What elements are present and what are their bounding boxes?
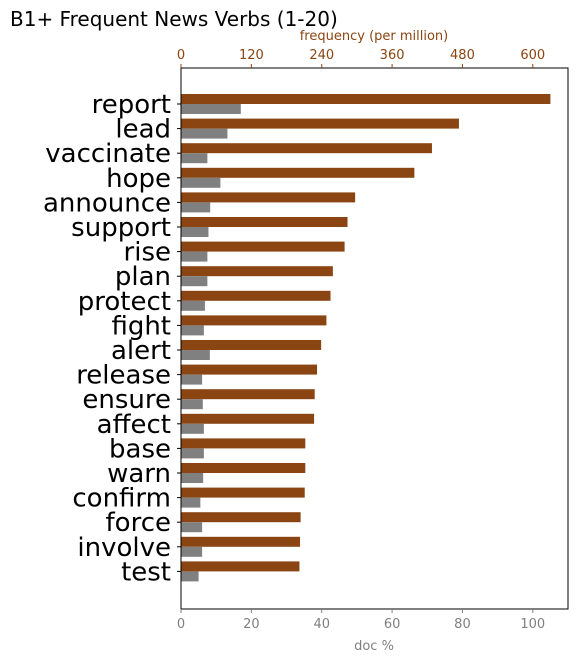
bar-frequency-affect: [181, 413, 315, 424]
x2-tick-label-360: 360: [380, 48, 405, 63]
category-label-plan: plan: [115, 262, 171, 292]
chart-title: B1+ Frequent News Verbs (1-20): [10, 7, 338, 31]
bar-frequency-warn: [181, 463, 306, 473]
category-label-base: base: [109, 434, 171, 464]
x2-tick-label-600: 600: [520, 48, 545, 63]
bottom-axis-label: doc %: [354, 639, 394, 654]
bar-doc-percent-base: [181, 448, 204, 459]
bar-frequency-confirm: [181, 487, 305, 498]
bar-frequency-fight: [181, 315, 327, 326]
x-tick-label-0: 0: [177, 617, 185, 632]
bar-doc-percent-ensure: [181, 399, 203, 410]
category-label-hope: hope: [106, 164, 171, 194]
x-tick-label-20: 20: [243, 617, 260, 632]
bar-frequency-rise: [181, 241, 345, 252]
top-axis-label: frequency (per million): [300, 29, 449, 44]
category-label-rise: rise: [124, 238, 171, 268]
category-label-fight: fight: [111, 311, 171, 341]
x-tick-label-60: 60: [384, 617, 401, 632]
bar-doc-percent-test: [181, 571, 199, 582]
bar-frequency-report: [181, 94, 551, 104]
plot-frame: [180, 67, 569, 610]
category-label-force: force: [106, 508, 171, 538]
bar-frequency-ensure: [181, 389, 315, 400]
category-label-report: report: [92, 90, 171, 120]
bar-doc-percent-force: [181, 522, 203, 533]
bar-doc-percent-lead: [181, 128, 228, 139]
x-tick-label-80: 80: [454, 617, 471, 632]
x2-tick-label-480: 480: [450, 48, 475, 63]
bar-doc-percent-fight: [181, 325, 204, 336]
bar-doc-percent-release: [181, 374, 203, 385]
bar-frequency-plan: [181, 266, 333, 277]
category-label-vaccinate: vaccinate: [45, 139, 171, 169]
bar-frequency-alert: [181, 340, 322, 350]
category-label-confirm: confirm: [72, 484, 171, 514]
bar-doc-percent-rise: [181, 251, 208, 262]
bar-doc-percent-support: [181, 227, 209, 237]
bar-doc-percent-protect: [181, 300, 205, 311]
bar-frequency-test: [181, 561, 300, 572]
bar-doc-percent-confirm: [181, 497, 201, 508]
x2-tick-label-0: 0: [177, 48, 185, 63]
bar-doc-percent-report: [181, 104, 241, 114]
category-label-affect: affect: [97, 410, 171, 440]
bar-frequency-release: [181, 364, 318, 375]
category-label-support: support: [71, 213, 171, 243]
bar-frequency-force: [181, 512, 301, 523]
bar-frequency-protect: [181, 290, 331, 301]
bar-frequency-support: [181, 217, 348, 227]
x-tick-label-100: 100: [520, 617, 545, 632]
x2-tick-label-240: 240: [309, 48, 334, 63]
bar-doc-percent-alert: [181, 350, 210, 360]
category-label-release: release: [76, 361, 171, 391]
bar-doc-percent-involve: [181, 546, 203, 557]
bar-frequency-involve: [181, 536, 301, 547]
bar-doc-percent-plan: [181, 276, 208, 287]
category-label-involve: involve: [77, 533, 171, 563]
bar-frequency-vaccinate: [181, 143, 432, 154]
category-label-warn: warn: [107, 459, 171, 489]
category-label-lead: lead: [115, 115, 171, 145]
bar-frequency-announce: [181, 192, 356, 203]
category-label-alert: alert: [111, 336, 171, 366]
bar-frequency-base: [181, 438, 306, 449]
bar-doc-percent-hope: [181, 177, 221, 188]
bar-doc-percent-warn: [181, 473, 204, 483]
bar-frequency-hope: [181, 167, 415, 178]
category-label-test: test: [121, 557, 171, 587]
bar-doc-percent-announce: [181, 202, 211, 213]
x2-tick-label-120: 120: [239, 48, 264, 63]
bar-doc-percent-affect: [181, 423, 204, 434]
category-label-announce: announce: [43, 188, 171, 218]
x-tick-label-40: 40: [313, 617, 330, 632]
bar-frequency-lead: [181, 118, 459, 129]
category-label-protect: protect: [78, 287, 171, 317]
plot-area: reportleadvaccinatehopeannouncesupportri…: [43, 48, 569, 632]
category-label-ensure: ensure: [82, 385, 171, 415]
bar-doc-percent-vaccinate: [181, 153, 208, 164]
